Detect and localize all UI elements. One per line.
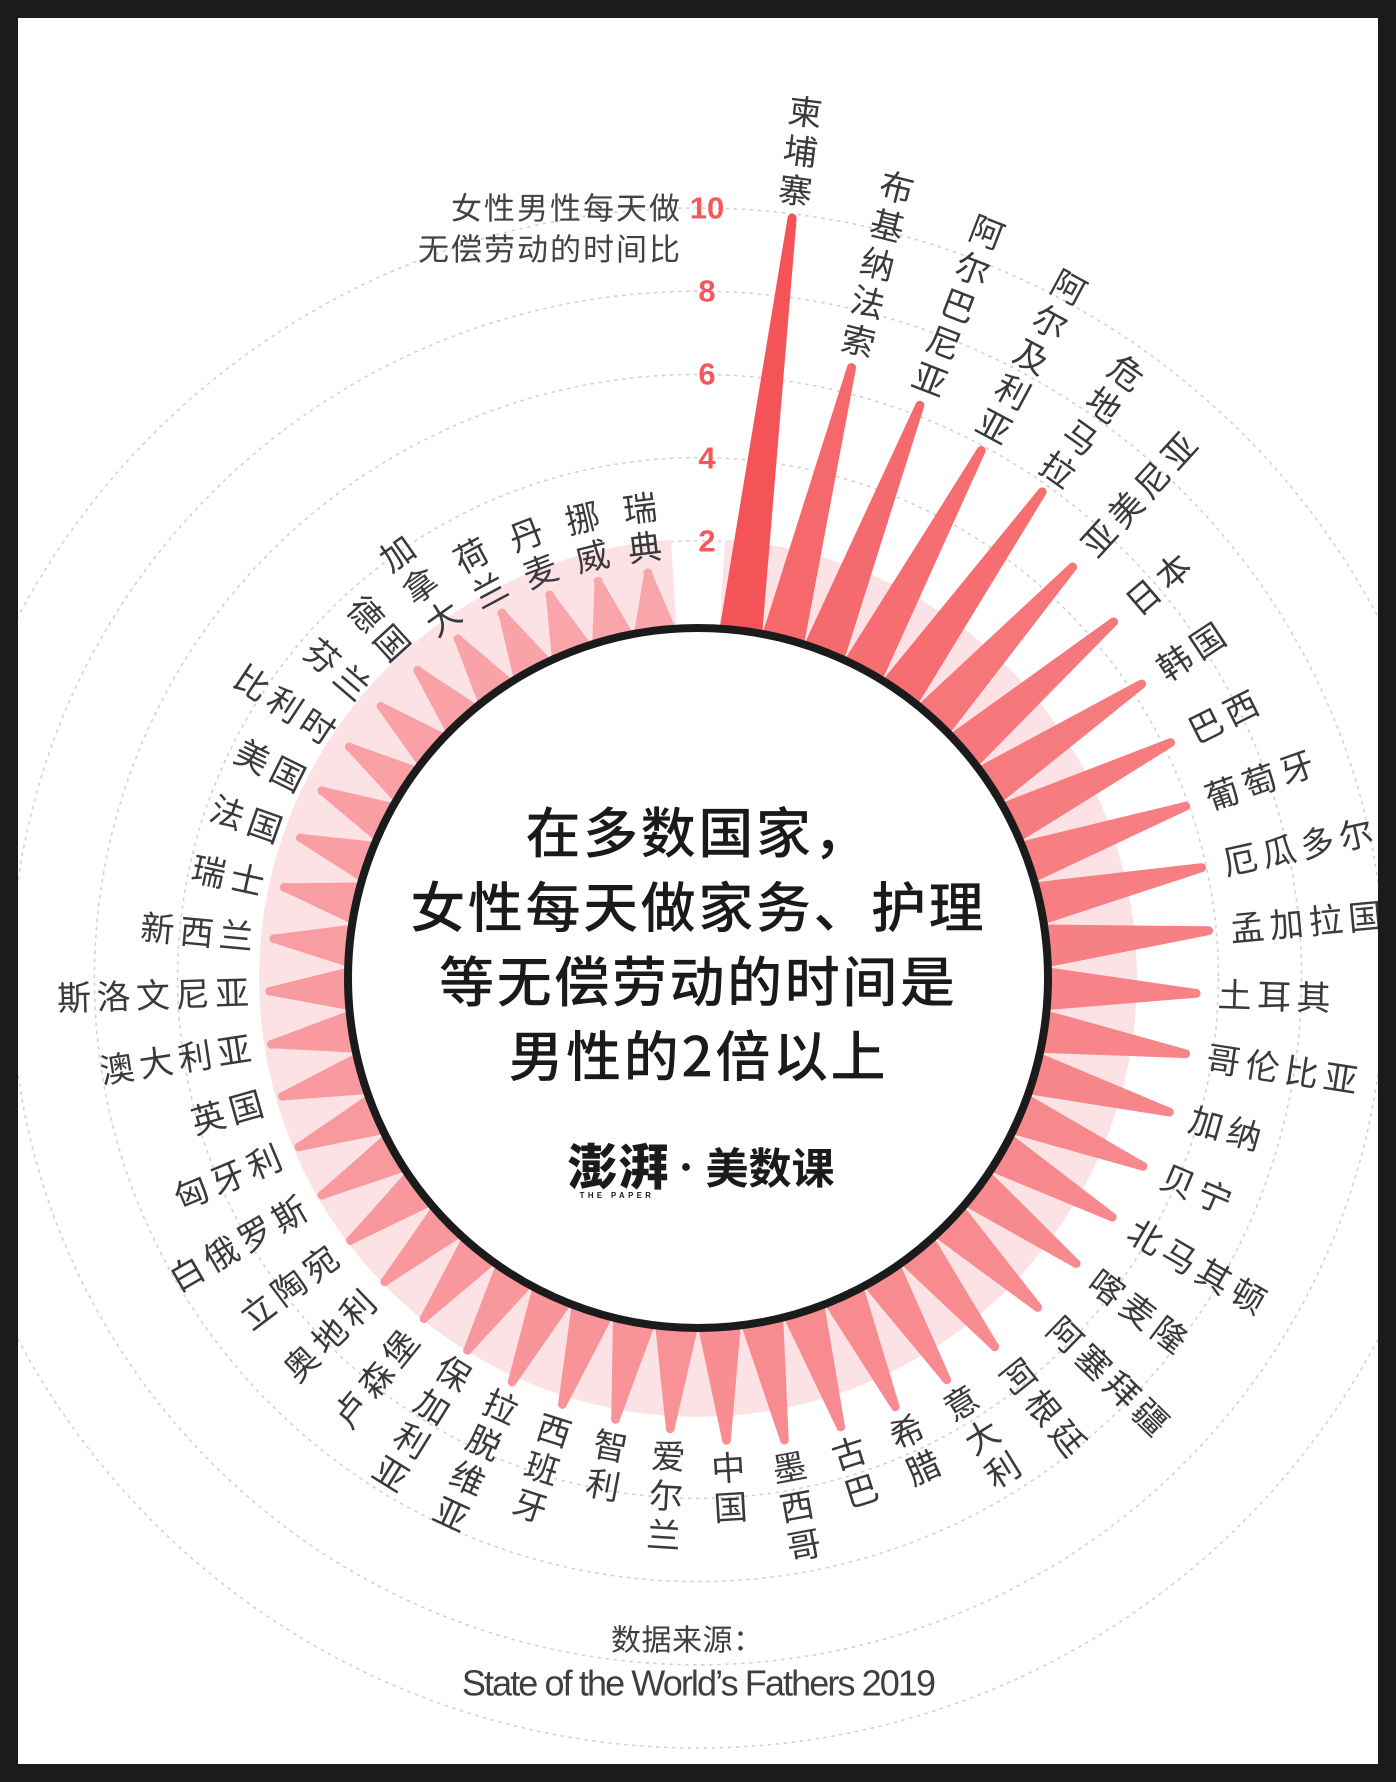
svg-text:State of the World’s Fathers 2: State of the World’s Fathers 2019	[462, 1663, 935, 1704]
svg-text:10: 10	[690, 191, 724, 226]
svg-text:4: 4	[698, 441, 716, 476]
svg-text:THE PAPER: THE PAPER	[580, 1191, 655, 1200]
svg-text:6: 6	[698, 357, 715, 392]
svg-text:2: 2	[698, 524, 715, 559]
svg-text:8: 8	[698, 274, 715, 309]
